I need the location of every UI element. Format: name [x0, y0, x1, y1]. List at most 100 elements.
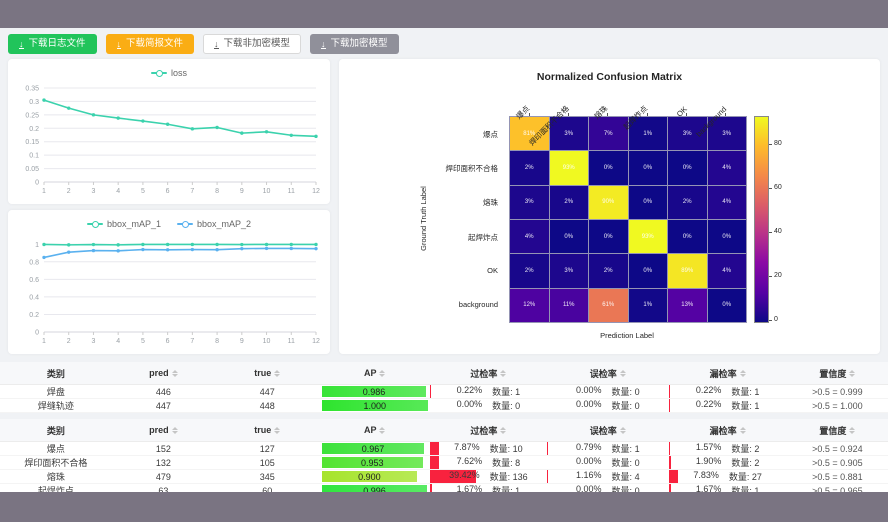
svg-text:0: 0	[35, 180, 39, 187]
column-header-7[interactable]: 置信度	[786, 362, 888, 385]
count-value: 0	[634, 387, 640, 397]
table-row[interactable]: 焊盘 446 447 0.986 0.22% 数量: 1 0.00% 数量: 0 0.22% 数量…	[0, 384, 888, 399]
matrix-cell-0-5[interactable]: 3%	[707, 117, 746, 151]
column-header-6[interactable]: 漏检率	[668, 362, 787, 385]
column-header-1[interactable]: pred	[111, 362, 215, 385]
confusion-matrix-grid: 81% 3% 7% 1% 3% 3% 2% 93% 0% 0% 0% 4% 3% 2% 90% 0% 2% 4% 4…	[509, 116, 747, 323]
sorter-icon[interactable]	[500, 426, 507, 434]
legend-item-bbox_mAP_2[interactable]: bbox_mAP_2	[177, 219, 251, 229]
matrix-cell-4-2[interactable]: 2%	[589, 254, 628, 288]
sorter-icon[interactable]	[274, 369, 281, 377]
download-button-3[interactable]: ↓ 下载非加密模型	[203, 34, 302, 54]
sorter-icon[interactable]	[739, 369, 746, 377]
colorbar-tick-label: 20	[769, 271, 782, 279]
matrix-cell-1-5[interactable]: 4%	[707, 151, 746, 185]
bottom-window-bar	[0, 492, 888, 522]
column-header-5[interactable]: 误检率	[546, 362, 669, 385]
sorter-icon[interactable]	[274, 426, 281, 434]
sorter-icon[interactable]	[619, 426, 626, 434]
column-header-3[interactable]: AP	[319, 419, 430, 442]
matrix-cell-3-1[interactable]: 0%	[549, 219, 588, 254]
rate-bar	[429, 484, 432, 497]
matrix-cell-3-4[interactable]: 0%	[668, 219, 707, 254]
sorter-icon[interactable]	[171, 369, 178, 377]
download-button-4[interactable]: ↓ 下载加密模型	[310, 34, 399, 54]
rate-text: 1.16% 数量: 4	[547, 470, 669, 483]
matrix-cell-4-0[interactable]: 2%	[510, 254, 549, 288]
download-button-1[interactable]: ↓ 下载日志文件	[8, 34, 97, 54]
table-row[interactable]: 焊缝轨迹 447 448 1.000 0.00% 数量: 0 0.00% 数量: 0 0.22%…	[0, 398, 888, 413]
matrix-cell-4-4[interactable]: 89%	[668, 254, 707, 288]
column-header-label: 误检率	[589, 368, 617, 379]
column-header-2[interactable]: true	[214, 362, 320, 385]
legend-item-loss[interactable]: loss	[150, 68, 187, 78]
matrix-cell-0-1[interactable]: 3%	[549, 117, 588, 151]
table-row[interactable]: 熔珠 479 345 0.900 39.42% 数量: 136 1.16% 数量: 4 7.83…	[0, 469, 888, 484]
legend-label: loss	[170, 68, 187, 78]
matrix-cell-4-1[interactable]: 3%	[549, 254, 588, 288]
column-header-1[interactable]: pred	[111, 419, 215, 442]
column-header-label: 过检率	[470, 425, 498, 436]
column-header-2[interactable]: true	[214, 419, 320, 442]
sorter-icon[interactable]	[379, 426, 386, 434]
matrix-cell-2-5[interactable]: 4%	[707, 185, 746, 219]
matrix-cell-5-2[interactable]: 61%	[589, 288, 628, 322]
matrix-cell-2-2[interactable]: 90%	[589, 185, 628, 219]
rate-percent: 0.00%	[576, 456, 602, 466]
matrix-cell-5-5[interactable]: 0%	[707, 288, 746, 322]
matrix-cell-3-0[interactable]: 4%	[510, 219, 549, 254]
table-row[interactable]: 爆点 152 127 0.967 7.87% 数量: 10 0.79% 数量: 1 1.57% 数…	[0, 441, 888, 456]
column-header-3[interactable]: AP	[319, 362, 430, 385]
legend-item-bbox_mAP_1[interactable]: bbox_mAP_1	[86, 219, 161, 229]
rate-count: 数量: 2	[731, 442, 759, 455]
matrix-cell-5-0[interactable]: 12%	[510, 288, 549, 322]
column-header-4[interactable]: 过检率	[429, 419, 547, 442]
matrix-cell-5-1[interactable]: 11%	[549, 288, 588, 322]
column-header-4[interactable]: 过检率	[429, 362, 547, 385]
matrix-cell-2-1[interactable]: 2%	[549, 185, 588, 219]
column-header-6[interactable]: 漏检率	[668, 419, 787, 442]
rate-percent: 0.22%	[695, 385, 722, 395]
matrix-cell-5-3[interactable]: 1%	[628, 288, 667, 322]
data-point	[289, 246, 293, 251]
matrix-cell-2-0[interactable]: 3%	[510, 185, 549, 219]
matrix-cell-0-2[interactable]: 7%	[589, 117, 628, 151]
matrix-cell-1-2[interactable]: 0%	[589, 151, 628, 185]
rate-text: 7.87% 数量: 10	[430, 442, 547, 455]
matrix-cell-2-3[interactable]: 0%	[628, 185, 667, 219]
svg-text:1: 1	[35, 242, 39, 249]
matrix-cell-2-4[interactable]: 2%	[668, 185, 707, 219]
matrix-cell-0-3[interactable]: 1%	[628, 117, 667, 151]
matrix-cell-3-3[interactable]: 93%	[628, 219, 667, 254]
matrix-cell-3-5[interactable]: 0%	[707, 219, 746, 254]
matrix-cell-0-4[interactable]: 3%	[668, 117, 707, 151]
matrix-col-tick	[607, 113, 609, 116]
matrix-cell-3-2[interactable]: 0%	[589, 219, 628, 254]
sorter-icon[interactable]	[379, 369, 386, 377]
matrix-cell-5-4[interactable]: 13%	[668, 288, 707, 322]
sorter-icon[interactable]	[500, 369, 507, 377]
sorter-icon[interactable]	[739, 426, 746, 434]
matrix-cell-1-3[interactable]: 0%	[628, 151, 667, 185]
column-header-5[interactable]: 误检率	[546, 419, 669, 442]
download-button-2[interactable]: ↓ 下载简报文件	[105, 34, 195, 54]
matrix-cell-0-0[interactable]: 81%	[510, 117, 549, 151]
sorter-icon[interactable]	[171, 426, 178, 434]
matrix-cell-1-1[interactable]: 93%	[549, 151, 588, 185]
column-header-label: 置信度	[819, 368, 847, 379]
table-row[interactable]: 焊印面积不合格 132 105 0.953 7.62% 数量: 8 0.00% 数量: 0 1.…	[0, 455, 888, 470]
matrix-cell-4-3[interactable]: 0%	[628, 254, 667, 288]
sorter-icon[interactable]	[849, 426, 856, 434]
matrix-col-tick	[686, 113, 687, 116]
matrix-cell-4-5[interactable]: 4%	[707, 254, 746, 288]
cell-true: 105	[214, 455, 320, 470]
sorter-icon[interactable]	[849, 369, 856, 377]
rate-text: 1.57% 数量: 2	[669, 442, 787, 455]
svg-text:8: 8	[215, 338, 219, 345]
matrix-cell-1-4[interactable]: 0%	[668, 151, 707, 185]
column-header-7[interactable]: 置信度	[786, 419, 888, 442]
sorter-icon[interactable]	[619, 369, 626, 377]
data-point	[116, 116, 120, 120]
ap-value: 0.986	[362, 386, 386, 397]
matrix-cell-1-0[interactable]: 2%	[510, 151, 549, 185]
